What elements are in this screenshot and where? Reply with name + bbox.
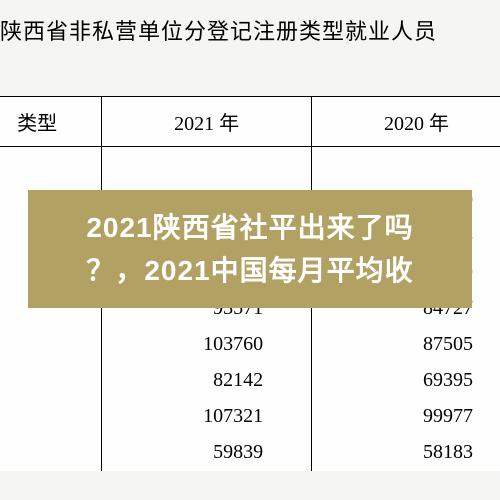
cell-2020: 87505 [312,327,500,363]
cell-2021: 107321 [102,399,312,435]
cell-2020 [312,147,500,183]
overlay-line2: ？，2021中国每月平均收 [86,255,413,286]
col-header-type: 类型 [0,97,102,147]
overlay-banner: 2021陕西省社平出来了吗 ？，2021中国每月平均收 [28,190,472,308]
cell-2021: 59839 [102,435,312,471]
table-header-row: 类型 2021 年 2020 年 [0,97,500,147]
cell-2020: 69395 [312,363,500,399]
cell-2021: 82142 [102,363,312,399]
table-row [0,147,500,183]
cell-2020: 58183 [312,435,500,471]
col-header-2020: 2020 年 [312,97,500,147]
cell-2021 [102,147,312,183]
cell-2021: 103760 [102,327,312,363]
cell-2020: 99977 [312,399,500,435]
overlay-line1: 2021陕西省社平出来了吗 [86,212,413,243]
col-header-2021: 2021 年 [102,97,312,147]
page-title: 陕西省非私营单位分登记注册类型就业人员 [0,14,437,46]
overlay-text: 2021陕西省社平出来了吗 ？，2021中国每月平均收 [86,206,413,293]
